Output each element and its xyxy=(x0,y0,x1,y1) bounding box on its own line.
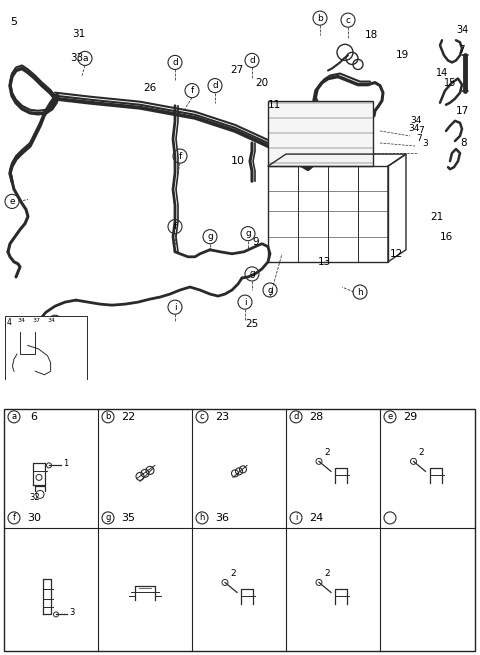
Text: 2: 2 xyxy=(324,569,330,578)
Text: 3: 3 xyxy=(69,608,74,617)
Text: g: g xyxy=(105,514,111,523)
Text: i: i xyxy=(295,514,297,523)
Text: g: g xyxy=(249,269,255,278)
Text: h: h xyxy=(199,514,204,523)
Text: f: f xyxy=(173,222,177,231)
Text: g: g xyxy=(267,286,273,295)
Text: i: i xyxy=(244,297,246,307)
Text: 15: 15 xyxy=(444,77,456,88)
Text: b: b xyxy=(317,14,323,23)
Text: 7: 7 xyxy=(416,134,422,143)
Text: 21: 21 xyxy=(430,212,443,221)
Text: 34: 34 xyxy=(408,124,420,134)
Text: 10: 10 xyxy=(231,156,245,166)
Text: 3: 3 xyxy=(422,138,428,147)
Text: 25: 25 xyxy=(245,319,258,329)
Text: 2: 2 xyxy=(324,449,330,457)
Text: 11: 11 xyxy=(268,100,281,110)
Text: 7: 7 xyxy=(418,126,424,136)
Text: 26: 26 xyxy=(143,83,156,92)
Text: 35: 35 xyxy=(121,513,135,523)
Text: 20: 20 xyxy=(255,77,268,88)
Text: d: d xyxy=(293,413,299,421)
Text: 34: 34 xyxy=(48,318,56,323)
Text: 4: 4 xyxy=(6,318,11,327)
Text: i: i xyxy=(54,318,56,327)
Text: 5: 5 xyxy=(10,17,17,27)
Text: e: e xyxy=(387,413,393,421)
Text: 23: 23 xyxy=(215,412,229,422)
Text: f: f xyxy=(12,514,15,523)
Text: 22: 22 xyxy=(121,412,135,422)
Text: g: g xyxy=(207,232,213,241)
Text: 33: 33 xyxy=(70,54,83,64)
Text: 30: 30 xyxy=(27,513,41,523)
Circle shape xyxy=(36,491,44,498)
Text: 2: 2 xyxy=(419,449,424,457)
Text: 37: 37 xyxy=(32,318,40,323)
Text: 12: 12 xyxy=(390,249,403,259)
Text: 17: 17 xyxy=(456,105,469,116)
Text: c: c xyxy=(200,413,204,421)
Text: 2: 2 xyxy=(230,569,236,578)
Text: d: d xyxy=(172,58,178,67)
Text: 27: 27 xyxy=(230,66,243,75)
Text: 24: 24 xyxy=(309,513,323,523)
Text: 6: 6 xyxy=(31,412,37,422)
Text: 32: 32 xyxy=(29,493,40,502)
Text: 14: 14 xyxy=(436,67,448,77)
Text: g: g xyxy=(245,229,251,238)
Text: a: a xyxy=(12,413,17,421)
Text: d: d xyxy=(212,81,218,90)
Text: 16: 16 xyxy=(440,232,453,242)
Text: 1: 1 xyxy=(63,459,68,468)
Text: f: f xyxy=(191,86,193,95)
Text: 29: 29 xyxy=(403,412,417,422)
Text: 34: 34 xyxy=(17,318,25,323)
Text: f: f xyxy=(179,151,181,160)
Text: c: c xyxy=(346,16,350,25)
Text: 18: 18 xyxy=(365,30,378,40)
Text: 34: 34 xyxy=(410,117,421,125)
Text: 8: 8 xyxy=(460,138,467,148)
Text: 34: 34 xyxy=(456,25,468,35)
Text: 36: 36 xyxy=(215,513,229,523)
Text: b: b xyxy=(105,413,111,421)
Text: e: e xyxy=(9,197,15,206)
Text: 28: 28 xyxy=(309,412,323,422)
Bar xyxy=(268,101,373,166)
Circle shape xyxy=(36,474,42,480)
Text: d: d xyxy=(249,56,255,65)
Text: h: h xyxy=(357,288,363,297)
Text: 7: 7 xyxy=(458,45,465,56)
Text: i: i xyxy=(174,303,176,312)
Text: a: a xyxy=(82,54,88,63)
Text: 13: 13 xyxy=(318,257,331,267)
Text: 19: 19 xyxy=(396,50,409,60)
Text: 31: 31 xyxy=(72,29,85,39)
Text: 9: 9 xyxy=(252,236,259,247)
